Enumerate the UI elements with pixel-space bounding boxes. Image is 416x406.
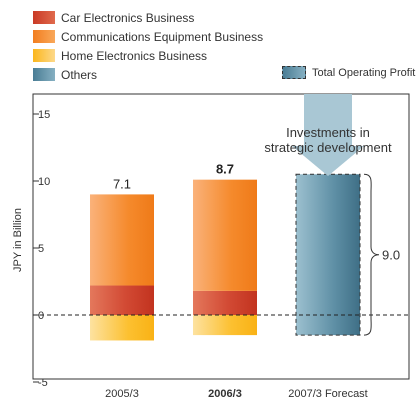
x-tick-label: 2007/3 Forecast [288, 388, 368, 400]
bar-communications [90, 194, 154, 286]
legend-label: Others [61, 67, 98, 82]
y-axis-title: JPY in Billion [12, 208, 24, 272]
plot-frame [32, 93, 410, 380]
bar-communications [193, 179, 257, 291]
legend-item-home-electronics: Home Electronics Business [33, 48, 207, 63]
legend-swatch-home-electronics [33, 49, 55, 62]
x-tick-label: 2005/3 [105, 388, 139, 400]
legend-item-others: Others [33, 67, 97, 82]
bar-home-electronics [90, 315, 154, 341]
y-tick-label: 5 [38, 243, 44, 255]
bar-home-electronics [193, 315, 257, 336]
total-label: 8.7 [216, 162, 234, 177]
legend-item-car-electronics: Car Electronics Business [33, 10, 194, 25]
legend-item-communications: Communications Equipment Business [33, 29, 263, 44]
x-tick-label: 2006/3 [208, 388, 242, 400]
legend-swatch-communications [33, 30, 55, 43]
y-tick-label: -5 [38, 377, 48, 389]
legend-swatch-others [33, 68, 55, 81]
y-axis: 15 10 5 0 -5 [33, 109, 50, 389]
total-labels: 7.1 8.7 [113, 162, 234, 192]
brace-value-label: 9.0 [382, 248, 400, 263]
legend-swatch-total [282, 66, 306, 79]
y-tick-label: 15 [38, 109, 50, 121]
x-axis-labels: 2005/3 2006/3 2007/3 Forecast [105, 388, 368, 400]
legend-label: Communications Equipment Business [61, 29, 264, 44]
legend-label: Total Operating Profit [312, 66, 416, 79]
bar-car-electronics [90, 285, 154, 315]
legend-label: Car Electronics Business [61, 10, 195, 25]
bars [90, 173, 361, 341]
down-arrow-shape [292, 94, 364, 176]
total-label: 7.1 [113, 176, 131, 191]
legend-swatch-car-electronics [33, 11, 55, 24]
y-tick-label: 10 [38, 176, 50, 188]
bar-car-electronics [193, 290, 257, 315]
y-tick-label: 0 [38, 310, 44, 322]
brace [363, 173, 380, 336]
legend-item-total-operating-profit: Total Operating Profit [282, 66, 415, 79]
bar-others [295, 173, 361, 336]
legend-label: Home Electronics Business [61, 48, 208, 63]
arrow-annotation-line-1: Investments in [286, 125, 370, 140]
arrow-annotation-line-2: strategic development [264, 140, 392, 155]
